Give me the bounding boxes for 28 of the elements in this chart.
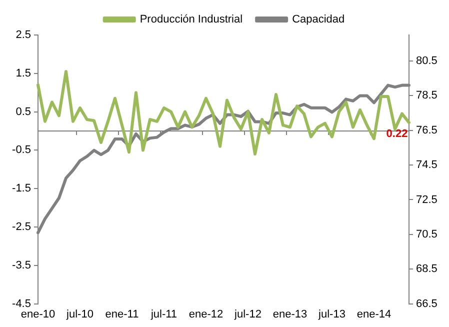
y2-tick-label: 80.5 bbox=[416, 55, 438, 68]
legend-label: Capacidad bbox=[292, 14, 345, 26]
y2-tick-label: 68.5 bbox=[416, 263, 438, 276]
y-tick-label: 1.5 bbox=[16, 67, 31, 80]
x-tick-label: ene-13 bbox=[272, 308, 308, 320]
y-tick-label: -2.5 bbox=[12, 221, 31, 234]
x-tick-label: ene-10 bbox=[20, 308, 56, 320]
y2-tick-label: 78.5 bbox=[416, 90, 438, 102]
x-tick-label: ene-12 bbox=[188, 308, 224, 320]
y2-tick-label: 76.5 bbox=[416, 124, 438, 136]
y-tick-label: -0.5 bbox=[12, 144, 31, 156]
x-tick-label: ene-11 bbox=[105, 308, 139, 320]
y2-tick-label: 70.5 bbox=[416, 228, 438, 240]
data-label: 0.22 bbox=[386, 128, 408, 140]
y-tick-label: -1.5 bbox=[12, 182, 31, 195]
x-tick-label: jul-13 bbox=[318, 308, 346, 320]
x-tick-label: jul-11 bbox=[150, 308, 178, 320]
y-tick-label: 2.5 bbox=[16, 29, 31, 42]
x-tick-label: jul-12 bbox=[234, 308, 262, 320]
x-tick-label: ene-14 bbox=[356, 308, 392, 320]
legend-label: Producción Industrial bbox=[140, 14, 243, 26]
y2-tick-label: 66.5 bbox=[416, 298, 438, 310]
y-tick-label: -4.5 bbox=[12, 298, 31, 310]
x-tick-label: jul-10 bbox=[66, 308, 94, 320]
y-tick-label: -3.5 bbox=[12, 259, 31, 272]
y2-tick-label: 74.5 bbox=[416, 159, 438, 172]
y-tick-label: 0.5 bbox=[16, 106, 31, 118]
y2-tick-label: 72.5 bbox=[416, 194, 438, 206]
